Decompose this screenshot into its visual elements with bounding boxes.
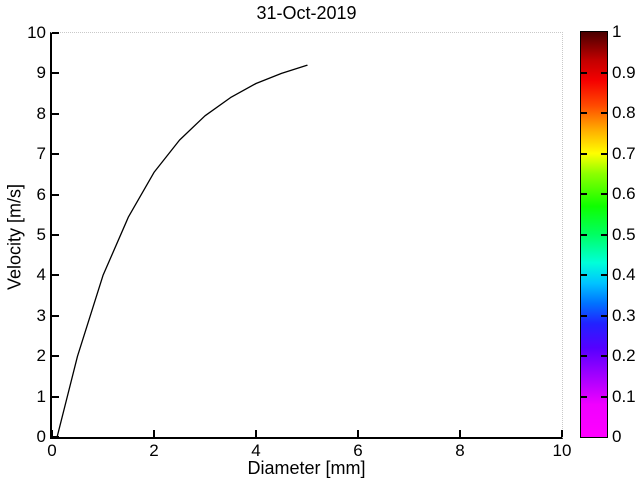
- x-tick-mark: [459, 430, 461, 437]
- y-tick-mark: [52, 274, 59, 277]
- colorbar-tick-label: 0.2: [612, 346, 636, 365]
- colorbar-tick-label: 0.9: [612, 62, 636, 82]
- y-axis-tick-labels: 0 1 2 3 4 5 6 7 8 9 10: [2, 23, 46, 446]
- colorbar-tick-mark: [601, 233, 607, 236]
- x-axis-tick-labels: 0 2 4 6 8 10: [47, 441, 571, 460]
- y-tick-label: 1: [36, 386, 46, 406]
- colorbar-tick-mark: [601, 314, 607, 317]
- y-tick-label: 6: [36, 184, 46, 204]
- plot-title: 31-Oct-2019: [256, 3, 357, 23]
- colorbar-tick-mark: [601, 152, 607, 155]
- x-tick-label: 2: [149, 441, 159, 460]
- y-tick-label: 3: [36, 305, 46, 325]
- x-tick-label: 0: [47, 441, 57, 460]
- colorbar-tick-mark: [601, 274, 607, 276]
- y-tick-mark: [52, 436, 59, 438]
- colorbar-tick-mark: [581, 395, 587, 398]
- colorbar-tick-label: 0.4: [612, 265, 636, 284]
- y-tick-label: 4: [36, 265, 46, 285]
- plot-area: [50, 32, 563, 439]
- velocity-curve: [56, 64, 308, 437]
- y-tick-mark: [52, 72, 59, 75]
- y-tick-mark: [52, 355, 59, 358]
- velocity-curve-canvas: [56, 64, 308, 437]
- y-tick-mark: [52, 193, 59, 196]
- colorbar: [580, 31, 608, 438]
- y-tick-label: 0: [36, 427, 46, 446]
- colorbar-tick-mark: [601, 193, 607, 195]
- y-tick-mark: [52, 112, 59, 115]
- y-tick-mark: [52, 153, 59, 156]
- x-axis-label: Diameter [mm]: [247, 458, 366, 478]
- y-tick-label: 2: [36, 346, 46, 366]
- y-tick-label: 7: [36, 144, 46, 164]
- x-tick-mark: [561, 430, 563, 437]
- colorbar-tick-mark: [581, 233, 587, 236]
- colorbar-tick-mark: [601, 71, 607, 74]
- colorbar-tick-mark: [601, 395, 607, 398]
- x-tick-label: 8: [455, 441, 465, 460]
- colorbar-tick-mark: [601, 355, 607, 357]
- colorbar-tick-label: 0.3: [612, 305, 636, 325]
- colorbar-tick-label: 0.5: [612, 224, 636, 244]
- colorbar-tick-mark: [581, 355, 587, 357]
- colorbar-tick-mark: [581, 71, 587, 74]
- colorbar-tick-labels: 0 0.1 0.2 0.3 0.4 0.5 0.6 0.7 0.8 0.9 1: [612, 22, 640, 446]
- colorbar-tick-label: 0.1: [612, 386, 636, 406]
- x-tick-mark: [51, 430, 53, 437]
- y-tick-label: 5: [36, 225, 46, 244]
- y-tick-label: 9: [36, 63, 46, 83]
- y-tick-mark: [52, 32, 59, 34]
- y-tick-label: 8: [36, 103, 46, 123]
- x-tick-label: 10: [552, 441, 572, 460]
- colorbar-tick-label: 0.6: [612, 184, 636, 203]
- y-tick-mark: [52, 395, 59, 398]
- x-tick-label: 6: [353, 441, 363, 460]
- colorbar-tick-mark: [581, 112, 587, 114]
- x-tick-mark: [153, 430, 155, 437]
- colorbar-tick-mark: [581, 152, 587, 155]
- colorbar-tick-label: 0.7: [612, 143, 636, 163]
- colorbar-tick-mark: [601, 112, 607, 114]
- colorbar-tick-mark: [581, 274, 587, 276]
- x-tick-mark: [357, 430, 359, 437]
- y-tick-mark: [52, 234, 59, 236]
- colorbar-tick-label: 0: [612, 427, 622, 446]
- x-tick-mark: [255, 430, 257, 437]
- colorbar-tick-mark: [581, 314, 587, 317]
- colorbar-tick-label: 0.8: [612, 103, 636, 122]
- y-tick-mark: [52, 314, 59, 317]
- x-tick-label: 4: [251, 441, 261, 460]
- y-tick-label: 10: [27, 23, 46, 42]
- colorbar-tick-mark: [581, 193, 587, 195]
- colorbar-tick-label: 1: [612, 22, 622, 41]
